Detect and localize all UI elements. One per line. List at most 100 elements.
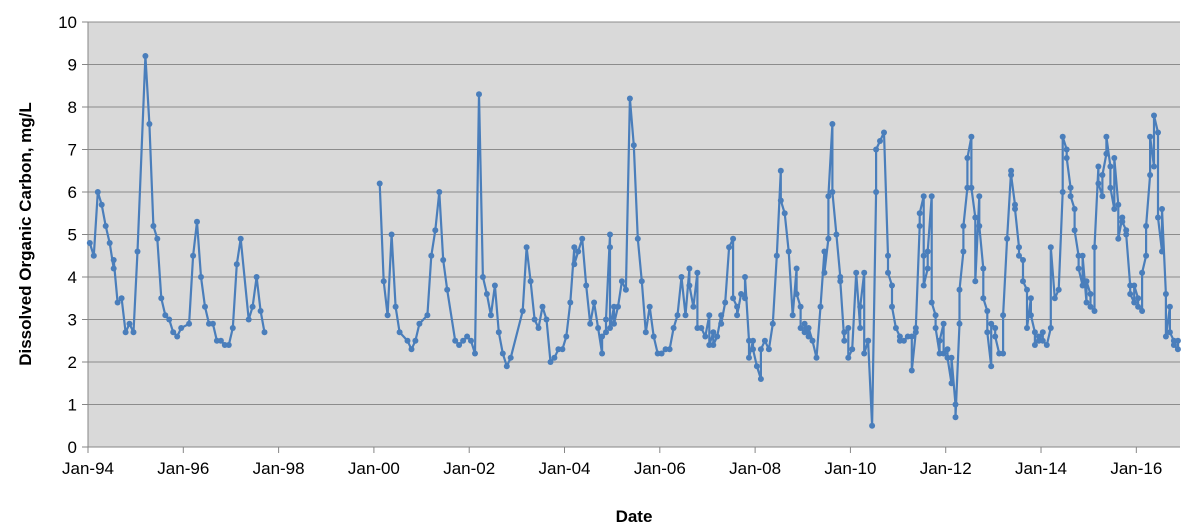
data-point [896,333,903,340]
data-point [952,414,959,421]
data-point [1035,333,1042,340]
data-point [885,252,891,259]
data-point [1099,172,1106,178]
y-tick-label: 2 [68,353,77,372]
data-point [571,261,578,268]
x-tick-labels: Jan-94 Jan-96 Jan-98 Jan-00 Jan-02 Jan-04 Jan-… [62,459,1162,478]
data-point [690,303,697,310]
data-point [257,308,264,314]
data-point [245,316,252,323]
data-point [1147,172,1154,178]
data-point [821,269,828,276]
x-tick-label: Jan-94 [62,459,114,478]
data-point [611,320,617,327]
data-point [551,354,558,361]
data-point [837,274,844,280]
data-point [769,320,776,327]
data-point [924,248,931,255]
data-point [1059,133,1066,140]
data-point [912,325,919,331]
data-point [1139,308,1146,314]
data-point [746,354,752,361]
y-tick-label: 5 [68,226,77,245]
data-point [821,248,828,255]
data-point [237,235,244,242]
data-point [622,286,629,293]
data-point [1063,146,1070,153]
data-point [1123,231,1130,238]
data-point [1059,189,1066,195]
data-point [984,308,991,314]
data-point [710,342,717,348]
data-point [1131,282,1138,289]
data-point [86,240,93,246]
data-point [849,346,856,353]
data-point [757,346,764,353]
data-point [658,350,665,357]
data-point [102,223,109,229]
data-point [714,333,721,340]
data-point [1031,342,1038,348]
data-point [912,329,919,336]
data-point [424,312,431,319]
y-tick-label: 3 [68,311,77,330]
data-point [1043,342,1050,348]
data-point [908,333,915,340]
data-point [1067,193,1074,200]
data-point [1000,312,1007,319]
data-point [734,303,741,310]
data-point [440,257,447,263]
data-point [507,354,514,361]
data-point [1111,206,1118,212]
data-point [1135,295,1142,302]
data-point [106,240,113,246]
y-tick-label: 9 [68,56,77,75]
data-point [861,350,868,357]
data-point [1119,218,1126,225]
data-point [194,218,200,225]
data-point [881,129,887,136]
data-point [932,325,939,331]
data-point [468,337,474,344]
y-tick-labels: 0 1 2 3 4 5 6 7 8 9 10 [58,13,77,457]
data-point [972,214,979,221]
data-point [650,333,657,340]
data-point [452,337,459,344]
data-point [456,342,463,348]
data-point [503,363,510,370]
data-point [793,265,800,272]
data-point [626,95,633,102]
data-point [483,291,490,297]
data-point [686,282,693,289]
data-point [1027,312,1034,319]
data-point [670,325,677,331]
data-point [559,346,566,353]
x-tick-label: Jan-04 [539,459,591,478]
data-point [948,354,955,361]
data-point [1020,257,1026,263]
data-point [920,282,927,289]
data-point [1071,206,1078,212]
data-point [229,325,236,331]
data-point [698,325,705,331]
data-point [853,269,860,276]
data-point [805,325,812,331]
data-point [1174,346,1181,353]
data-point [607,231,613,238]
data-point [158,295,165,302]
data-point [801,329,808,336]
data-point [1016,244,1022,251]
data-point [1016,252,1022,259]
data-point [781,210,788,217]
data-point [889,303,895,310]
data-point [487,312,494,319]
data-point [892,325,899,331]
data-point [575,248,582,255]
data-point [599,333,606,340]
data-point [928,299,935,306]
data-point [384,312,391,319]
y-tick-label: 7 [68,141,77,160]
data-point [916,223,923,229]
data-point [706,312,713,319]
